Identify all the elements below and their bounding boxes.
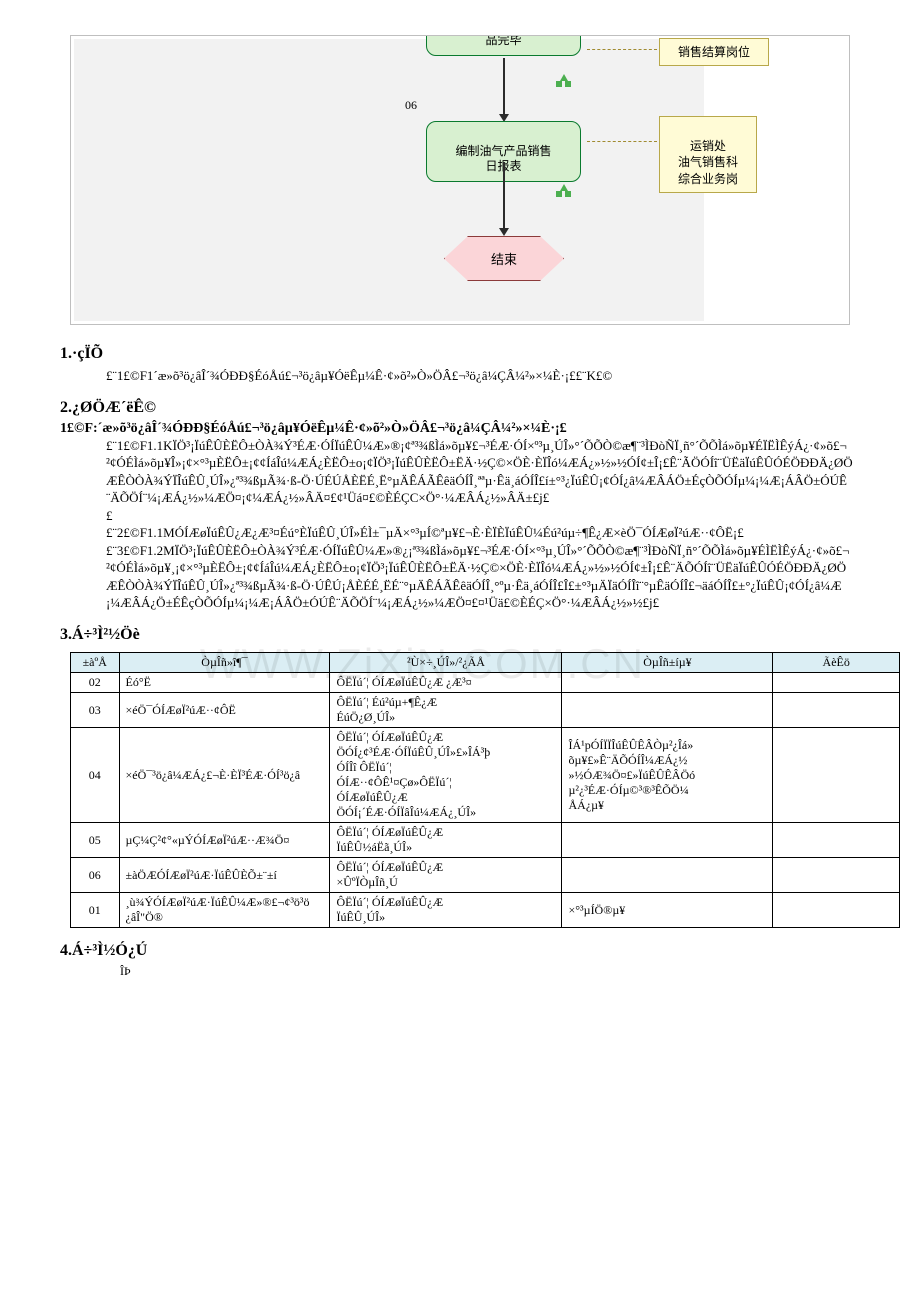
table-cell: ÔËÏú´¦ ÓÍÆøÏúÊÛ¿Æ Ö­ÓÍ¿¢³ÉÆ·ÓÍÏúÊÛ¸ÚÎ»£»…: [330, 728, 562, 823]
th-2: ²Ù×÷¸ÚÎ»/²¿ÃÅ: [330, 653, 562, 673]
steps-table: ±àºÅ ÒµÎñ»î¶¯ ²Ù×÷¸ÚÎ»/²¿ÃÅ ÒµÎñ±íµ¥ ÃèÊ…: [70, 652, 900, 928]
table-cell: ÔËÏú´¦ ÓÍÆøÏúÊÛ¿Æ ¿Æ³¤: [330, 673, 562, 693]
node-end-label: 结束: [491, 252, 517, 267]
section-1-body: £¨1£©F1´æ»õ³ö¿âÎ´¾­ÓÐÐ§ÉóÅú£¬³ö¿âµ¥ÓëÊµ¼…: [106, 367, 854, 385]
table-cell: [562, 673, 773, 693]
step-num-06: 06: [405, 98, 417, 113]
section-4-note: ÎÞ: [120, 964, 890, 979]
dash-2: [587, 141, 657, 142]
table-cell: 01: [71, 893, 120, 928]
table-cell: µÇ¼Ç²¢°«µÝÓÍÆøÏ²úÆ··Æ¾Ö¤: [119, 823, 330, 858]
section-2-body-2b: £¨2£©F1.1MÓÍÆøÏúÊÛ¿Æ¿Æ³¤Éú°ÈÏúÊÛ¸ÚÎ»ÉÌ±¯…: [106, 524, 854, 542]
th-3: ÒµÎñ±íµ¥: [562, 653, 773, 673]
tri-icon-2: [556, 184, 572, 198]
annot-1-text: 销售结算岗位: [678, 45, 750, 59]
table-header-row: ±àºÅ ÒµÎñ»î¶¯ ²Ù×÷¸ÚÎ»/²¿ÃÅ ÒµÎñ±íµ¥ ÃèÊ…: [71, 653, 900, 673]
table-row: 05µÇ¼Ç²¢°«µÝÓÍÆøÏ²úÆ··Æ¾Ö¤ÔËÏú´¦ ÓÍÆøÏúÊ…: [71, 823, 900, 858]
table-cell: ÎÁ¹pÓÍÏÏÎúÊÛÊÂÒµ²¿Îá» õµ¥£»Ê¨­ÄÕÓÍÎ¼ÆÁ¿½…: [562, 728, 773, 823]
connector-1: [503, 58, 505, 116]
section-2-body-2: £: [106, 507, 854, 525]
table-cell: [562, 693, 773, 728]
table-cell: [773, 693, 900, 728]
table-cell: [773, 893, 900, 928]
section-2-title: 2.¿ØÖÆ´ëÊ©: [60, 399, 890, 417]
tri-icon-1: [556, 74, 572, 88]
th-4: ÃèÊö: [773, 653, 900, 673]
chart-inset: [74, 39, 704, 321]
table-row: 03×éÖ¯­ÓÍÆøÏ²úÆ··¢ÔËÔËÏú´¦ Éú²úµ+¶Ê¿Æ Éú…: [71, 693, 900, 728]
th-1: ÒµÎñ»î¶¯: [119, 653, 330, 673]
table-cell: ×°³µÍ­Ö®µ¥: [562, 893, 773, 928]
table-cell: Éó°Ë: [119, 673, 330, 693]
table-cell: 05: [71, 823, 120, 858]
table-cell: ±àÖÆÓÍÆøÏ²úÆ·ÏúÊÛÈÕ±¨±í: [119, 858, 330, 893]
table-cell: [562, 823, 773, 858]
table-cell: ¸ù¾ÝÓÍÆøÏ²úÆ·ÏúÊÛ¼Æ»®£¬¢³ö³ö ¿âÎ"Ö®: [119, 893, 330, 928]
table-cell: 04: [71, 728, 120, 823]
section-2-sub: 1£©F:´æ»õ³ö¿âÎ´¾­ÓÐÐ§ÉóÅú£¬³ö¿âµ¥ÓëÊµ¼Ê·…: [60, 421, 890, 437]
annot-1: 销售结算岗位: [659, 38, 769, 66]
table-cell: ÔËÏú´¦ Éú²úµ+¶Ê¿Æ ÉúÖ¿Ø¸ÚÎ»: [330, 693, 562, 728]
node-end: 结束: [444, 236, 564, 281]
table-cell: 06: [71, 858, 120, 893]
table-cell: 02: [71, 673, 120, 693]
annot-2: 运销处 油气销售科 综合业务岗: [659, 116, 757, 193]
section-1-title: 1.·çÏÕ: [60, 345, 890, 363]
th-0: ±àºÅ: [71, 653, 120, 673]
table-body: 02Éó°ËÔËÏú´¦ ÓÍÆøÏúÊÛ¿Æ ¿Æ³¤03×éÖ¯­ÓÍÆøÏ…: [71, 673, 900, 928]
table-cell: [773, 728, 900, 823]
dash-1: [587, 49, 657, 50]
step-num-06-text: 06: [405, 98, 417, 112]
table-cell: ×éÖ¯³ö¿â¼ÆÁ¿£¬È·ÈÏ³ÉÆ·ÓÍ³ö¿â: [119, 728, 330, 823]
table-cell: ÔËÏú´¦ ÓÍÆøÏúÊÛ¿Æ ÏúÊÛ½áËã¸ÚÎ»: [330, 823, 562, 858]
section-2-body-3: £¨3£©F1.2MÏÖ³¡ÏúÊÛÈËÔ±ÒÀ¾Ý³ÉÆ·ÓÍÏúÊÛ¼Æ»®…: [106, 542, 854, 612]
annot-2-text: 运销处 油气销售科 综合业务岗: [678, 139, 738, 185]
table-cell: ÔËÏú´¦ ÓÍÆøÏúÊÛ¿Æ ×ÛºÏÒµÎñ¸Ú: [330, 858, 562, 893]
section-4-title: 4.Á÷³Ì½Ó¿Ú: [60, 942, 890, 960]
table-cell: 03: [71, 693, 120, 728]
table-cell: [773, 858, 900, 893]
table-row: 06±àÖÆÓÍÆøÏ²úÆ·ÏúÊÛÈÕ±¨±íÔËÏú´¦ ÓÍÆøÏúÊÛ…: [71, 858, 900, 893]
section-3-title: 3.Á÷³Ì²½Öè: [60, 626, 890, 644]
table-cell: [773, 823, 900, 858]
node-top: 品完毕: [426, 35, 581, 56]
table-cell: ×éÖ¯­ÓÍÆøÏ²úÆ··¢ÔË: [119, 693, 330, 728]
flowchart-area: 品完毕 06 编制油气产品销售 日报表 结束 销售结算岗位 运销处 油气销售科 …: [70, 35, 850, 325]
table-cell: ÔËÏú´¦ ÓÍÆøÏúÊÛ¿Æ ÏúÊÛ¸ÚÎ»: [330, 893, 562, 928]
table-row: 02Éó°ËÔËÏú´¦ ÓÍÆøÏúÊÛ¿Æ ¿Æ³¤: [71, 673, 900, 693]
connector-2: [503, 162, 505, 230]
table-cell: [773, 673, 900, 693]
table-cell: [562, 858, 773, 893]
table-row: 04×éÖ¯³ö¿â¼ÆÁ¿£¬È·ÈÏ³ÉÆ·ÓÍ³ö¿âÔËÏú´¦ ÓÍÆ…: [71, 728, 900, 823]
section-2-body-1: £¨1£©F1.1KÏÖ³¡ÏúÊÛÈËÔ±ÒÀ¾Ý³ÉÆ·ÓÍÏúÊÛ¼Æ»®…: [106, 437, 854, 507]
node-top-label: 品完毕: [485, 35, 521, 47]
arrow-2: [499, 228, 509, 236]
table-row: 01¸ù¾ÝÓÍÆøÏ²úÆ·ÏúÊÛ¼Æ»®£¬¢³ö³ö ¿âÎ"Ö®ÔËÏ…: [71, 893, 900, 928]
